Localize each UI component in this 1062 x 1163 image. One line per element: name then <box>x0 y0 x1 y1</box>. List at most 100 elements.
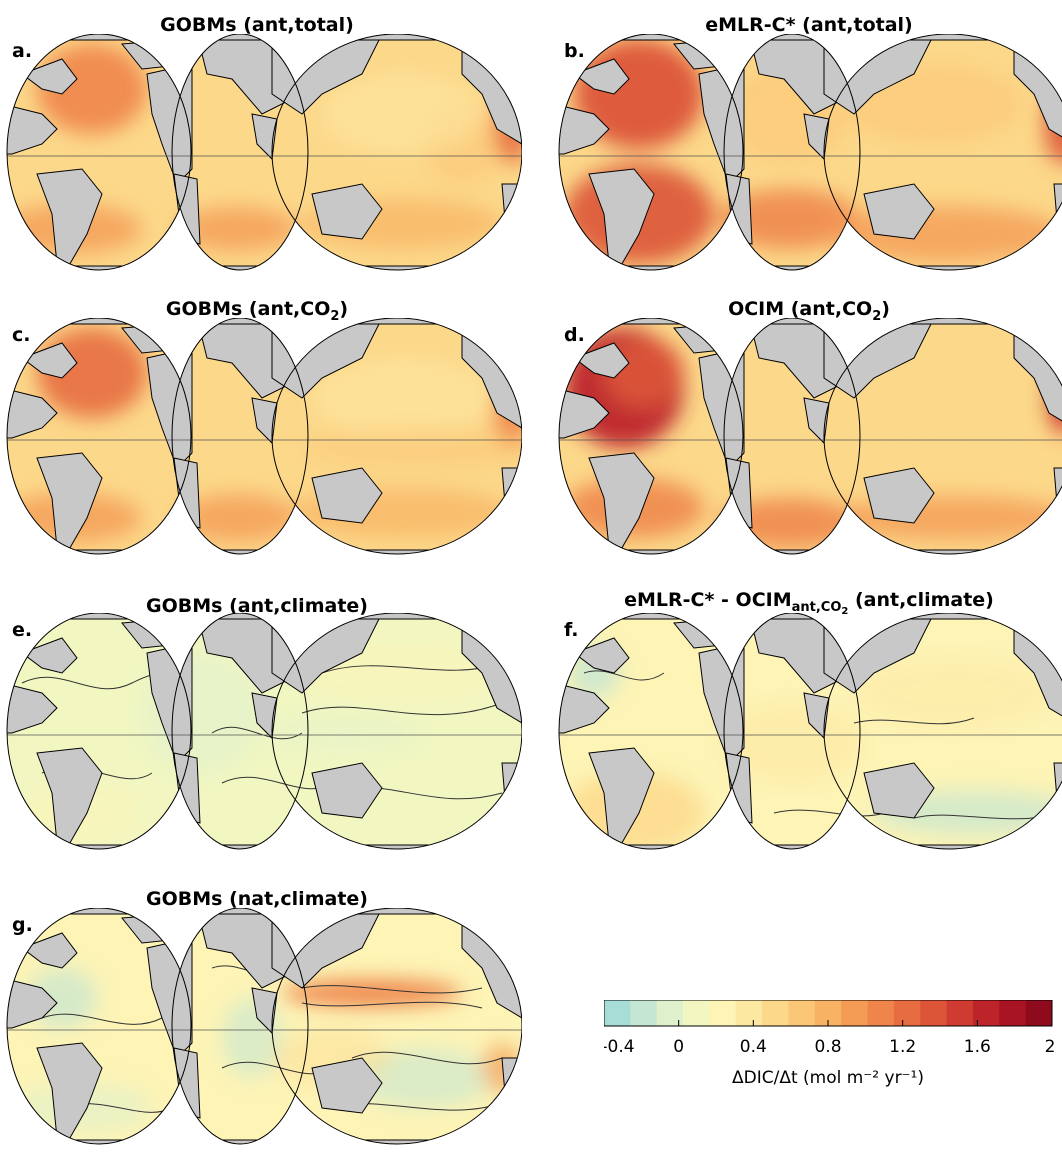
panel-title: GOBMs (ant,CO2) <box>2 298 512 324</box>
ocean-map <box>6 318 522 555</box>
colorbar-label: ΔDIC/Δt (mol m⁻² yr⁻¹) <box>732 1068 924 1088</box>
ocean-map <box>558 34 1062 271</box>
contour-line <box>301 702 503 716</box>
value-field-blob <box>854 658 1054 728</box>
projection-lobe-outline <box>558 613 744 850</box>
colorbar-swatch <box>709 1000 737 1026</box>
panel-title-main: GOBMs (ant,total) <box>160 14 354 36</box>
panel-title-main: OCIM (ant,CO <box>728 298 873 320</box>
land-mass <box>863 467 935 524</box>
land-mass <box>20 932 78 969</box>
colorbar-swatch <box>630 1000 658 1026</box>
land-mass <box>588 168 655 270</box>
panel-title-main: GOBMs (ant,climate) <box>146 595 368 617</box>
map-panel-c: GOBMs (ant,CO2) c. <box>2 298 522 573</box>
projection-lobe-outline <box>723 318 861 555</box>
panel-letter: g. <box>12 914 33 936</box>
panel-letter: b. <box>564 40 585 62</box>
colorbar-swatch <box>1025 1000 1053 1026</box>
land-mass <box>572 637 630 674</box>
projection-lobe-outline <box>6 34 192 271</box>
projection-lobe-outline <box>271 318 522 555</box>
land-mass <box>863 762 935 819</box>
colorbar-swatches <box>604 1000 1053 1026</box>
panel-title-subscript: 2 <box>872 309 882 324</box>
colorbar-swatch <box>920 1000 948 1026</box>
value-field-blob <box>482 1043 522 1093</box>
land-mass <box>7 682 58 734</box>
land-mass <box>501 467 522 554</box>
land-mass <box>36 452 103 554</box>
colorbar-tick-label: 2 <box>1045 1037 1056 1057</box>
value-field-blob <box>312 358 492 438</box>
value-field-blob <box>864 358 1044 438</box>
ocean-map <box>558 613 1062 850</box>
ocean-map <box>6 34 522 271</box>
colorbar-swatch <box>604 1000 631 1026</box>
land-mass <box>20 342 78 379</box>
contour-line <box>351 1051 503 1065</box>
projection-lobe-outline <box>558 318 744 555</box>
colorbar-swatch <box>999 1000 1027 1026</box>
contour-line <box>853 717 975 725</box>
panel-title: eMLR-C* - OCIMant,CO2 (ant,climate) <box>554 589 1062 617</box>
projection-lobe-outline <box>823 318 1062 555</box>
panel-title-main: eMLR-C* - OCIM <box>624 589 792 611</box>
projection-lobe-outline <box>171 908 309 1145</box>
colorbar-tick-label: 0.8 <box>814 1037 841 1057</box>
colorbar-tick-label: 1.2 <box>889 1037 916 1057</box>
colorbar-tick-label: -0.4 <box>604 1037 635 1057</box>
panel-title-main: GOBMs (nat,climate) <box>146 888 368 910</box>
panel-title-suffix: ) <box>881 298 890 320</box>
ocean-map <box>6 613 522 850</box>
ocean-map <box>6 908 522 1145</box>
value-field-blob <box>322 74 482 154</box>
map-panel-d: OCIM (ant,CO2) d. <box>554 298 1062 573</box>
land-mass <box>311 1057 383 1114</box>
value-field-blob <box>604 338 684 408</box>
land-mass <box>7 103 58 155</box>
contour-line <box>41 1013 163 1025</box>
projection-lobe-outline <box>823 613 1062 850</box>
contour-line <box>773 809 885 817</box>
contour-line <box>583 670 665 681</box>
projection-lobe-outline <box>171 318 309 555</box>
land-mass <box>559 682 610 734</box>
contour-line <box>301 1001 483 1009</box>
projection-lobe-outline <box>558 34 744 271</box>
colorbar-swatch <box>946 1000 974 1026</box>
panel-letter: d. <box>564 324 585 346</box>
projection-lobe-outline <box>6 908 192 1145</box>
colorbar-swatch <box>656 1000 684 1026</box>
colorbar: -0.4 0 0.4 0.8 1.2 1.6 2 ΔDIC/Δt (mol m⁻² yr⁻¹… <box>604 1000 1056 1088</box>
panel-letter: f. <box>564 619 579 641</box>
panel-title-main: GOBMs (ant,CO <box>165 298 331 320</box>
projection-lobe-outline <box>6 613 192 850</box>
panel-title: GOBMs (nat,climate) <box>2 888 512 910</box>
panel-title-subscript: 2 <box>330 309 340 324</box>
projection-lobe-outline <box>171 613 309 850</box>
projection-lobe-outline <box>271 34 522 271</box>
land-mass <box>572 58 630 95</box>
projection-lobe-outline <box>723 613 861 850</box>
projection-lobe-outline <box>723 34 861 271</box>
ocean-map <box>558 318 1062 555</box>
colorbar-swatch <box>683 1000 710 1026</box>
land-mass <box>588 452 655 554</box>
panel-letter: a. <box>12 40 33 62</box>
panel-letter: e. <box>12 619 33 641</box>
land-mass <box>7 977 58 1029</box>
panel-letter: c. <box>12 324 31 346</box>
panel-title: OCIM (ant,CO2) <box>554 298 1062 324</box>
land-mass <box>572 342 630 379</box>
land-mass <box>559 103 610 155</box>
projection-lobe-outline <box>823 34 1062 271</box>
projection-lobe-outline <box>171 34 309 271</box>
colorbar-swatch <box>841 1000 869 1026</box>
value-field-blob <box>302 428 522 468</box>
land-mass <box>501 183 522 270</box>
contour-line <box>301 985 483 994</box>
colorbar-swatch <box>762 1000 789 1026</box>
land-mass <box>501 762 522 849</box>
land-mass <box>501 1057 522 1144</box>
